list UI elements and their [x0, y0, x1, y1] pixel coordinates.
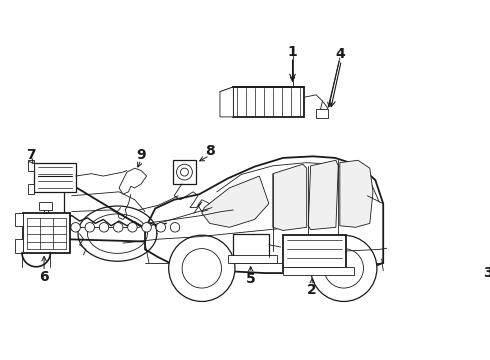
Text: 5: 5: [246, 271, 256, 285]
Circle shape: [71, 222, 80, 232]
Text: 7: 7: [26, 148, 35, 162]
Polygon shape: [202, 176, 269, 227]
Polygon shape: [273, 164, 307, 230]
Polygon shape: [316, 109, 328, 118]
Circle shape: [176, 164, 193, 180]
Polygon shape: [283, 267, 354, 275]
Polygon shape: [119, 168, 147, 194]
Polygon shape: [308, 160, 338, 230]
Circle shape: [180, 168, 189, 176]
Text: 3: 3: [483, 266, 490, 280]
Polygon shape: [172, 160, 196, 184]
Polygon shape: [15, 213, 23, 226]
Polygon shape: [228, 255, 277, 263]
Text: 9: 9: [136, 148, 146, 162]
Circle shape: [169, 235, 235, 301]
Text: 6: 6: [39, 270, 49, 284]
Text: 2: 2: [307, 283, 317, 297]
Circle shape: [156, 222, 166, 232]
Circle shape: [99, 222, 109, 232]
Circle shape: [142, 222, 151, 232]
Circle shape: [471, 217, 490, 261]
Circle shape: [170, 222, 180, 232]
Polygon shape: [340, 160, 373, 227]
Text: 8: 8: [205, 144, 215, 158]
Text: 4: 4: [335, 47, 344, 61]
Polygon shape: [23, 213, 70, 253]
Polygon shape: [28, 160, 34, 171]
Polygon shape: [28, 184, 34, 194]
Circle shape: [85, 222, 95, 232]
Circle shape: [311, 235, 377, 301]
Polygon shape: [233, 87, 304, 117]
Polygon shape: [34, 163, 75, 192]
Circle shape: [114, 222, 123, 232]
Polygon shape: [15, 239, 23, 253]
Circle shape: [479, 225, 490, 253]
Polygon shape: [145, 156, 383, 273]
Polygon shape: [39, 202, 52, 210]
Text: 1: 1: [288, 45, 297, 59]
Circle shape: [128, 222, 137, 232]
Circle shape: [486, 231, 490, 247]
Circle shape: [182, 249, 221, 288]
Polygon shape: [283, 235, 346, 271]
Polygon shape: [233, 234, 269, 257]
Polygon shape: [220, 87, 233, 117]
Circle shape: [324, 249, 364, 288]
